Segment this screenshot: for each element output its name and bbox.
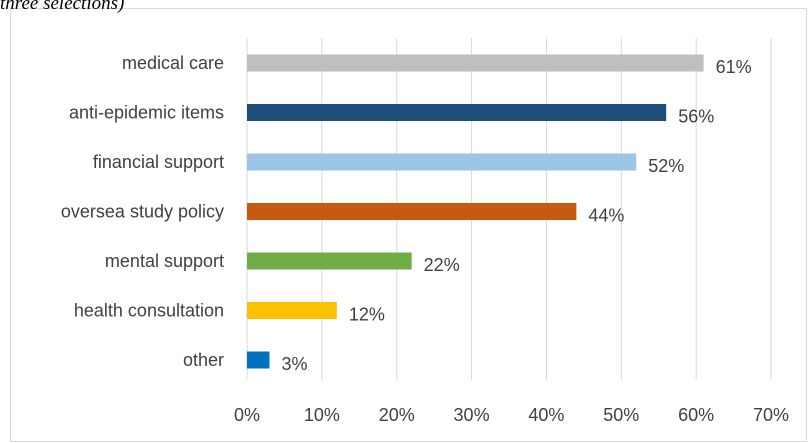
bar	[247, 104, 667, 121]
category-label: other	[183, 350, 224, 370]
bar	[247, 252, 412, 270]
x-tick-label: 70%	[753, 405, 789, 425]
chart-caption: three selections)	[0, 0, 125, 14]
x-tick-label: 20%	[379, 405, 415, 425]
data-label: 12%	[349, 305, 385, 325]
data-label: 22%	[424, 255, 460, 275]
bar	[247, 153, 637, 171]
bar	[247, 351, 270, 369]
category-label: medical care	[122, 53, 224, 73]
x-tick-label: 50%	[603, 405, 639, 425]
data-label: 56%	[678, 107, 714, 127]
x-tick-label: 30%	[454, 405, 490, 425]
data-label: 44%	[588, 206, 624, 226]
data-label: 3%	[281, 354, 307, 374]
category-label: anti-epidemic items	[69, 103, 224, 123]
x-tick-label: 0%	[234, 405, 260, 425]
x-tick-label: 10%	[304, 405, 340, 425]
category-label: health consultation	[74, 301, 224, 321]
bar	[247, 302, 337, 319]
category-label: oversea study policy	[61, 202, 224, 222]
chart-frame	[10, 8, 807, 442]
data-label: 61%	[716, 57, 752, 77]
category-label: financial support	[93, 152, 224, 172]
category-label: mental support	[105, 251, 224, 271]
bar	[247, 203, 577, 220]
data-label: 52%	[648, 156, 684, 176]
bar	[247, 54, 704, 72]
x-tick-label: 60%	[678, 405, 714, 425]
x-tick-label: 40%	[528, 405, 564, 425]
